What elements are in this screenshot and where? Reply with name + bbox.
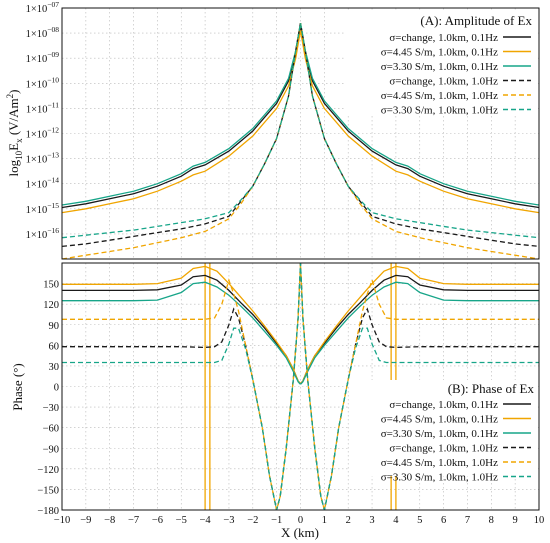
series-line bbox=[62, 263, 539, 510]
x-tick-label: 0 bbox=[298, 515, 303, 526]
legend-label: σ=4.45 S/m, 1.0km, 1.0Hz bbox=[381, 457, 498, 469]
y-tick-label: −150 bbox=[37, 485, 59, 496]
x-tick-label: 4 bbox=[393, 515, 399, 526]
y-tick-labels-phase: −180 −150 −120 −90 −60 −30 0 30 60 90 120 150 bbox=[37, 280, 59, 517]
x-tick-label: −8 bbox=[104, 515, 115, 526]
series-line bbox=[62, 30, 539, 214]
y-tick-label: 1×10−11 bbox=[26, 100, 59, 115]
legend-amplitude: (A): Amplitude of Ex σ=change, 1.0km, 0.… bbox=[345, 11, 536, 117]
legend-label: σ=change, 1.0km, 1.0Hz bbox=[389, 443, 498, 455]
y-tick-label: 150 bbox=[43, 280, 59, 291]
x-tick-label: −10 bbox=[54, 515, 70, 526]
panel-title-amplitude: (A): Amplitude of Ex bbox=[420, 13, 532, 28]
x-tick-label: 10 bbox=[534, 515, 545, 526]
x-tick-label: −9 bbox=[80, 515, 91, 526]
x-tick-label: −7 bbox=[128, 515, 139, 526]
legend-label: σ=3.30 S/m, 1.0km, 0.1Hz bbox=[381, 428, 498, 440]
x-tick-label: −6 bbox=[152, 515, 163, 526]
x-tick-label: 3 bbox=[369, 515, 374, 526]
legend-label: σ=4.45 S/m, 1.0km, 1.0Hz bbox=[381, 90, 498, 102]
x-axis-label: X (km) bbox=[281, 525, 319, 540]
x-tick-label: 8 bbox=[489, 515, 494, 526]
y-tick-label: 30 bbox=[49, 362, 60, 373]
y-tick-label: 1×10−16 bbox=[26, 226, 60, 241]
panel-amplitude: 1×10−16 1×10−15 1×10−14 1×10−13 1×10−12 1×10−… bbox=[5, 0, 540, 260]
plot-frame-amplitude bbox=[61, 7, 540, 260]
plot-frame-phase bbox=[61, 262, 540, 511]
y-tick-label: 1×10−13 bbox=[26, 151, 60, 166]
y-tick-label: 0 bbox=[54, 383, 59, 394]
y-tick-label: 1×10−14 bbox=[26, 176, 60, 191]
legend-phase: (B): Phase of Ex σ=change, 1.0km, 0.1Hz σ… bbox=[350, 380, 536, 484]
x-tick-labels: −10 −9 −8 −7 −6 −5 −4 −3 −2 −1 0 1 2 3 4 5 6 7 8 9 10 bbox=[54, 515, 544, 526]
y-tick-labels-amplitude: 1×10−16 1×10−15 1×10−14 1×10−13 1×10−12 1×10−… bbox=[26, 0, 60, 241]
y-axis-label-phase: Phase (°) bbox=[10, 363, 25, 410]
series-line bbox=[62, 263, 539, 510]
x-tick-label: −5 bbox=[176, 515, 187, 526]
legend-label: σ=change, 1.0km, 0.1Hz bbox=[389, 399, 498, 411]
legend-label: σ=3.30 S/m, 1.0km, 0.1Hz bbox=[381, 61, 498, 73]
y-tick-label: 1×10−09 bbox=[26, 50, 60, 65]
legend-label: σ=4.45 S/m, 1.0km, 0.1Hz bbox=[381, 414, 498, 426]
series-line bbox=[62, 281, 539, 385]
x-tick-label: 6 bbox=[441, 515, 446, 526]
y-tick-label: 90 bbox=[49, 321, 60, 332]
y-axis-label-amplitude: log10Ex (V/Am2) bbox=[5, 89, 24, 176]
y-tick-label: −30 bbox=[43, 403, 59, 414]
x-tick-label: −1 bbox=[271, 515, 282, 526]
series-amplitude bbox=[62, 22, 539, 259]
series-line bbox=[62, 22, 539, 239]
y-tick-label: 120 bbox=[43, 300, 59, 311]
y-tick-label: −60 bbox=[43, 424, 59, 435]
x-tick-label: −3 bbox=[223, 515, 234, 526]
legend-label: σ=change, 1.0km, 0.1Hz bbox=[389, 32, 498, 44]
y-tick-label: 60 bbox=[49, 341, 60, 352]
x-tick-label: 2 bbox=[346, 515, 351, 526]
legend-label: σ=change, 1.0km, 1.0Hz bbox=[389, 76, 498, 88]
x-tick-label: 1 bbox=[322, 515, 327, 526]
legend-label: σ=3.30 S/m, 1.0km, 1.0Hz bbox=[381, 472, 498, 484]
series-line bbox=[62, 265, 539, 384]
x-tick-label: 7 bbox=[465, 515, 470, 526]
x-tick-label: 9 bbox=[513, 515, 518, 526]
x-tick-label: −4 bbox=[200, 515, 212, 526]
y-tick-label: −180 bbox=[37, 506, 59, 517]
series-phase bbox=[62, 263, 539, 510]
y-tick-label: −120 bbox=[37, 465, 59, 476]
x-tick-label: −2 bbox=[247, 515, 258, 526]
y-tick-label: 1×10−07 bbox=[26, 0, 60, 15]
y-tick-label: 1×10−08 bbox=[26, 25, 60, 40]
series-line bbox=[62, 22, 539, 259]
x-tick-label: 5 bbox=[417, 515, 422, 526]
y-tick-label: 1×10−15 bbox=[26, 201, 60, 216]
y-tick-label: 1×10−12 bbox=[26, 126, 60, 141]
y-tick-label: 1×10−10 bbox=[26, 75, 60, 90]
legend-label: σ=3.30 S/m, 1.0km, 1.0Hz bbox=[381, 105, 498, 117]
series-line bbox=[62, 263, 539, 510]
y-tick-label: −90 bbox=[43, 444, 59, 455]
legend-label: σ=4.45 S/m, 1.0km, 0.1Hz bbox=[381, 47, 498, 59]
panel-title-phase: (B): Phase of Ex bbox=[448, 381, 535, 396]
